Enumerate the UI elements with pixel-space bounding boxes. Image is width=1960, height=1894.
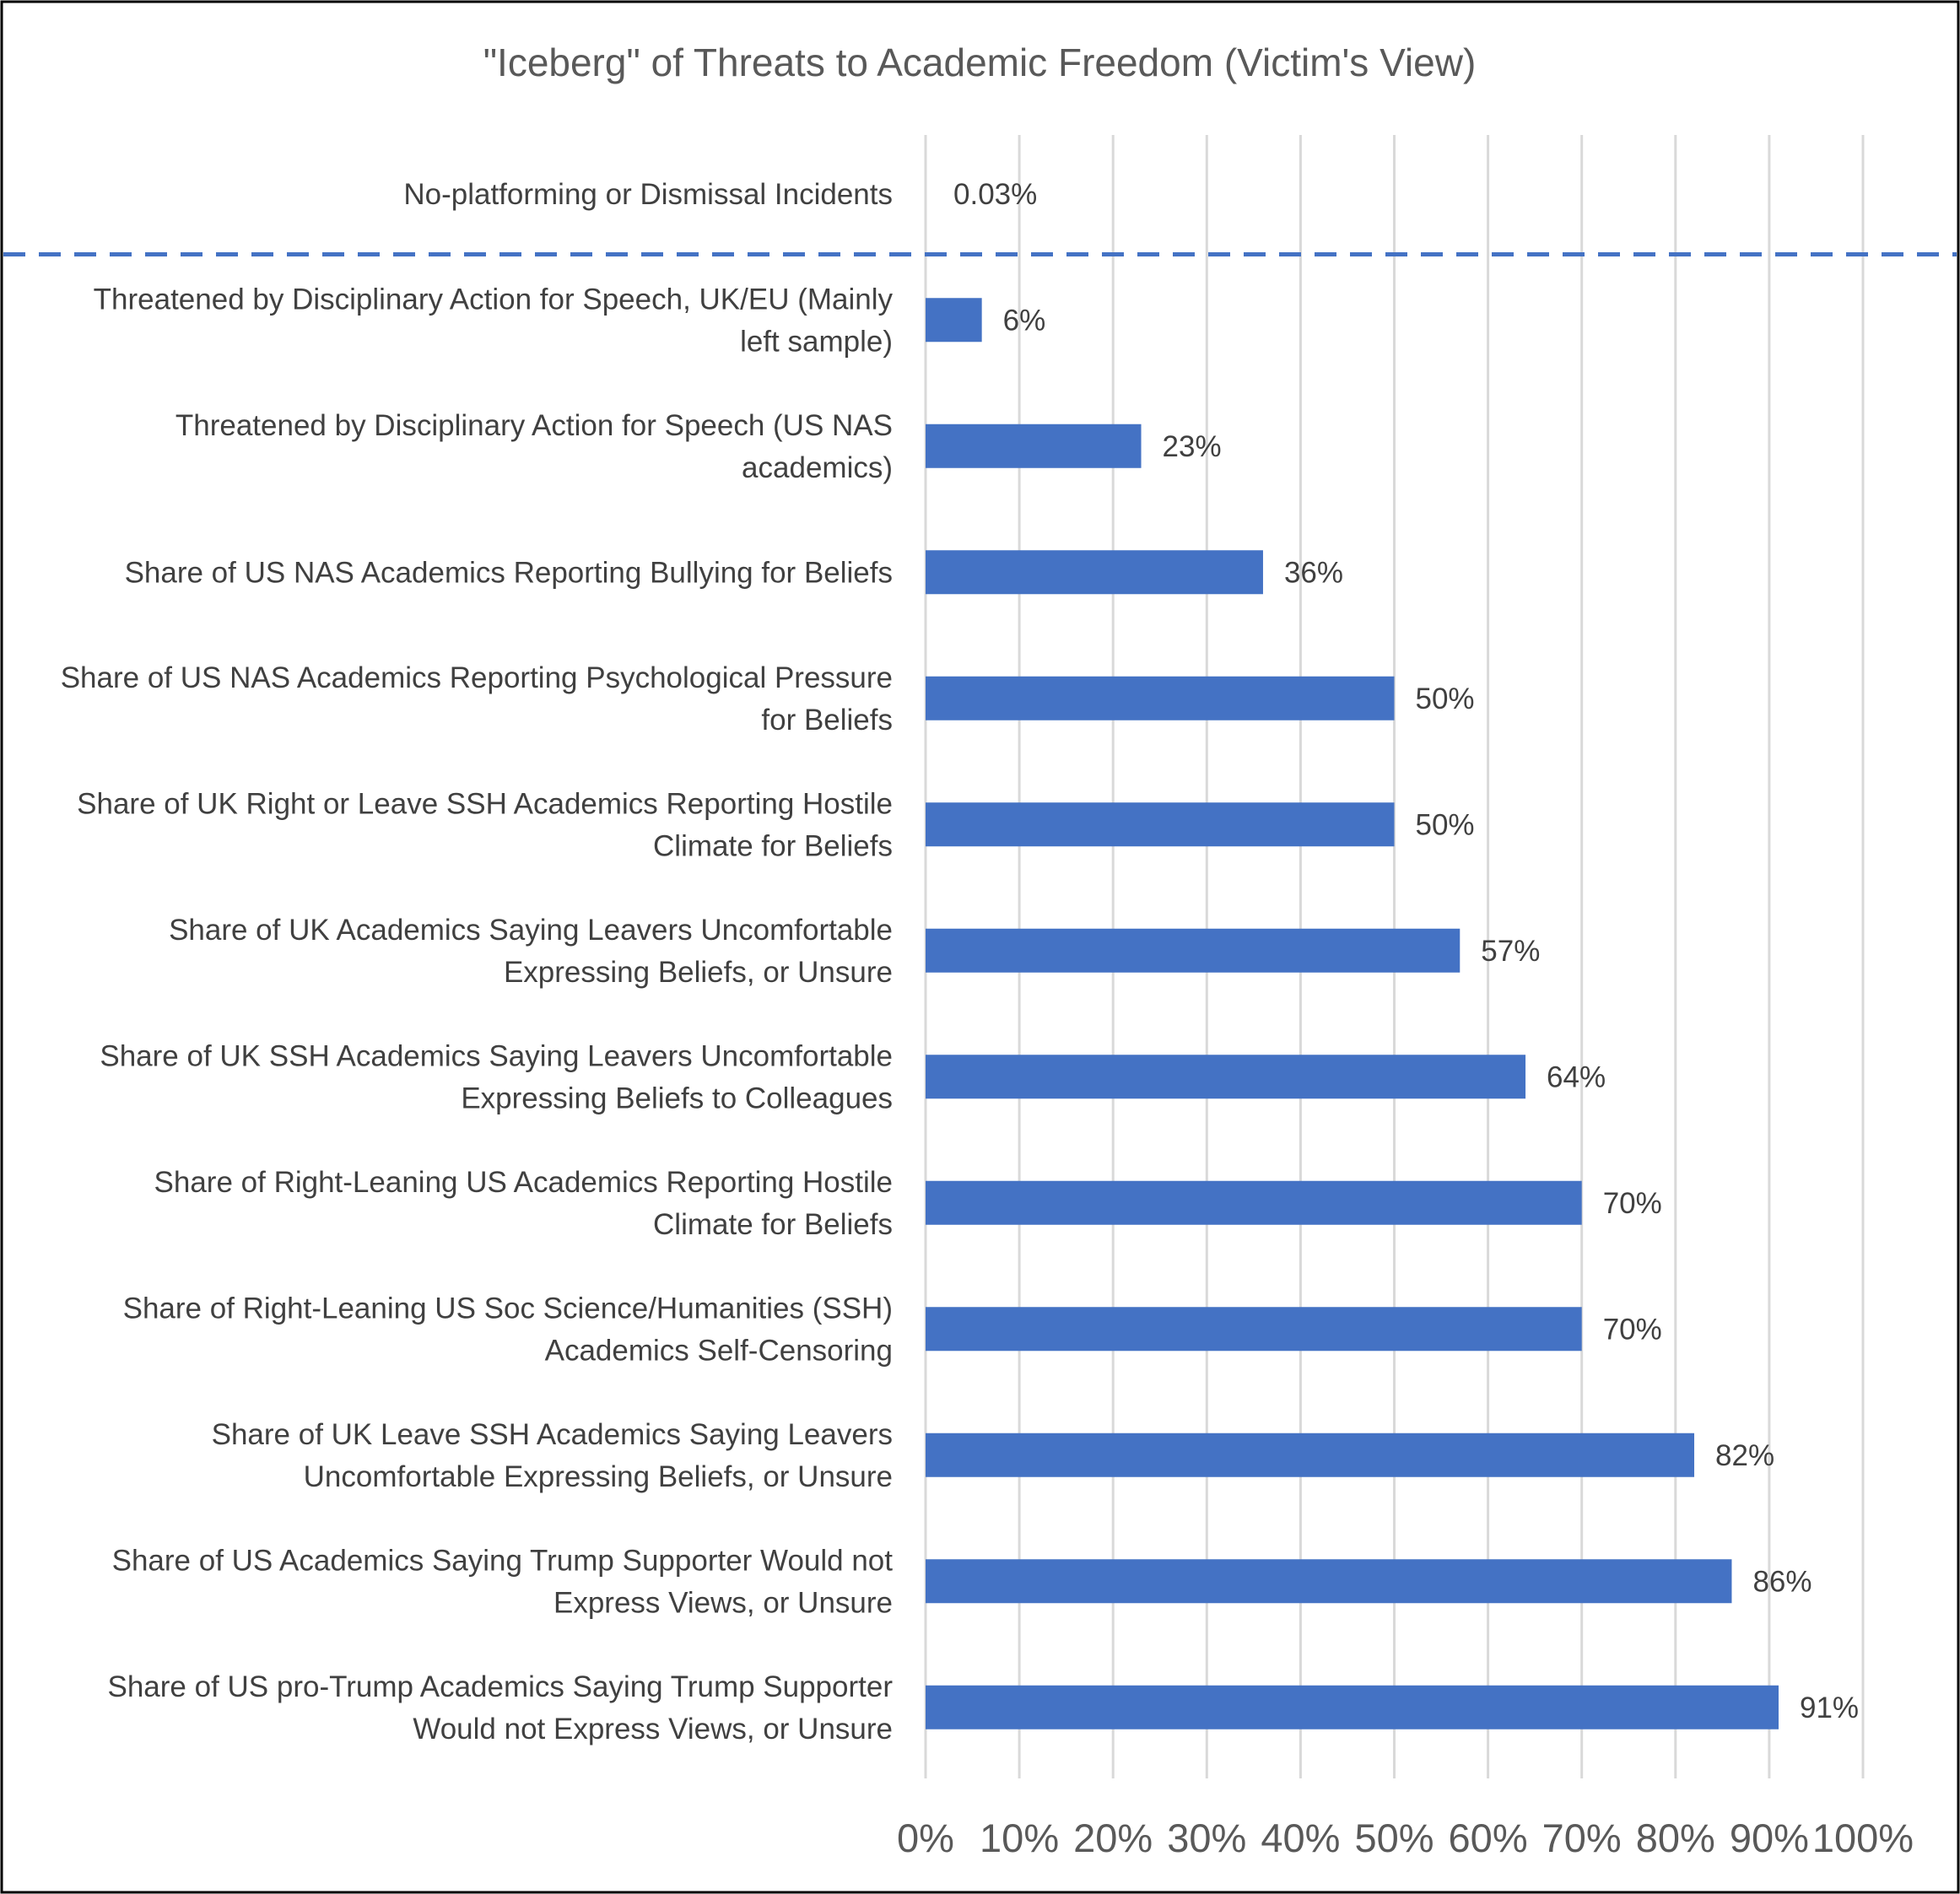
category-label-line: Share of UK SSH Academics Saying Leavers… <box>100 1039 893 1072</box>
category-label: Share of US NAS Academics Reporting Bull… <box>125 556 893 589</box>
category-label-line: Share of US pro-Trump Academics Saying T… <box>108 1670 894 1703</box>
category-label: Threatened by Disciplinary Action for Sp… <box>175 409 893 484</box>
category-label: Share of UK SSH Academics Saying Leavers… <box>100 1039 893 1114</box>
category-label-line: Share of UK Academics Saying Leavers Unc… <box>169 914 893 947</box>
data-label: 86% <box>1752 1565 1812 1598</box>
data-label: 6% <box>1003 304 1046 337</box>
x-tick-label: 50% <box>1354 1816 1434 1860</box>
bar <box>926 676 1395 720</box>
bar <box>926 1559 1732 1604</box>
bar <box>926 1685 1779 1729</box>
x-tick-label: 30% <box>1167 1816 1246 1860</box>
category-label: Threatened by Disciplinary Action for Sp… <box>94 283 894 358</box>
x-tick-label: 60% <box>1449 1816 1528 1860</box>
category-label-line: for Beliefs <box>761 704 893 737</box>
category-label-line: Share of US NAS Academics Reporting Psyc… <box>61 661 893 694</box>
category-label-line: No-platforming or Dismissal Incidents <box>403 178 893 211</box>
gridlines <box>924 135 1865 1778</box>
category-label-line: academics) <box>742 451 893 484</box>
data-label: 57% <box>1481 935 1540 968</box>
category-label-line: Climate for Beliefs <box>653 1208 893 1241</box>
bar <box>926 1433 1695 1477</box>
category-label: Share of UK Right or Leave SSH Academics… <box>77 787 893 862</box>
category-label-line: Share of Right-Leaning US Soc Science/Hu… <box>123 1292 893 1325</box>
category-label: No-platforming or Dismissal Incidents <box>403 178 893 211</box>
category-label: Share of US NAS Academics Reporting Psyc… <box>61 661 893 737</box>
data-label: 23% <box>1163 430 1222 463</box>
x-tick-label: 70% <box>1542 1816 1622 1860</box>
category-label: Share of UK Academics Saying Leavers Unc… <box>169 914 893 989</box>
x-tick-label: 80% <box>1636 1816 1715 1860</box>
x-tick-label: 10% <box>980 1816 1059 1860</box>
category-label: Share of Right-Leaning US Academics Repo… <box>154 1166 893 1241</box>
x-tick-label: 40% <box>1261 1816 1340 1860</box>
x-tick-label: 20% <box>1073 1816 1153 1860</box>
category-label-line: Expressing Beliefs to Colleagues <box>461 1082 893 1114</box>
data-label: 50% <box>1416 808 1475 841</box>
category-label-line: Share of Right-Leaning US Academics Repo… <box>154 1166 893 1199</box>
data-label: 70% <box>1603 1313 1662 1346</box>
bar <box>926 802 1395 847</box>
data-label: 64% <box>1547 1060 1606 1093</box>
category-labels: No-platforming or Dismissal Incidents Thr… <box>61 178 894 1746</box>
bar <box>926 550 1263 595</box>
category-label-line: left sample) <box>740 325 893 358</box>
bar <box>926 1055 1526 1099</box>
category-label: Share of Right-Leaning US Soc Science/Hu… <box>123 1292 893 1367</box>
data-label: 82% <box>1715 1439 1774 1472</box>
category-label: Share of UK Leave SSH Academics Saying L… <box>212 1418 893 1493</box>
category-label-line: Academics Self-Censoring <box>545 1334 893 1367</box>
data-label: 36% <box>1284 556 1343 589</box>
category-label-line: Expressing Beliefs, or Unsure <box>504 956 893 989</box>
category-label: Share of US Academics Saying Trump Suppo… <box>112 1544 894 1619</box>
bar <box>926 298 982 343</box>
category-label-line: Threatened by Disciplinary Action for Sp… <box>94 283 894 316</box>
x-axis-tick-labels: 0% 10% 20% 30% 40% 50% 60% 70% 80% 90% 100% <box>897 1816 1914 1860</box>
category-label-line: Express Views, or Unsure <box>553 1586 893 1619</box>
data-label: 50% <box>1416 683 1475 715</box>
bar <box>926 424 1142 468</box>
bar <box>926 1180 1582 1225</box>
category-label-line: Share of UK Leave SSH Academics Saying L… <box>212 1418 893 1451</box>
category-label-line: Share of US NAS Academics Reporting Bull… <box>125 556 893 589</box>
data-label: 0.03% <box>953 178 1037 211</box>
chart-title: "Iceberg" of Threats to Academic Freedom… <box>483 40 1477 84</box>
data-label: 70% <box>1603 1187 1662 1220</box>
bar <box>926 928 1461 973</box>
category-label-line: Uncomfortable Expressing Beliefs, or Uns… <box>304 1460 893 1493</box>
x-tick-label: 90% <box>1730 1816 1809 1860</box>
category-label-line: Share of US Academics Saying Trump Suppo… <box>112 1544 894 1577</box>
category-label-line: Share of UK Right or Leave SSH Academics… <box>77 787 893 820</box>
category-label-line: Climate for Beliefs <box>653 829 893 862</box>
data-label: 91% <box>1800 1692 1859 1724</box>
x-tick-label: 100% <box>1812 1816 1914 1860</box>
data-labels: 0.03% 6% 23% 36% 50% 50% 57% 64% 70% 70% 82% 86% 91% <box>953 178 1859 1724</box>
x-tick-label: 0% <box>897 1816 954 1860</box>
bars <box>926 298 1779 1729</box>
category-label-line: Threatened by Disciplinary Action for Sp… <box>175 409 893 442</box>
category-label-line: Would not Express Views, or Unsure <box>413 1713 893 1746</box>
bar <box>926 1307 1582 1352</box>
category-label: Share of US pro-Trump Academics Saying T… <box>108 1670 894 1746</box>
